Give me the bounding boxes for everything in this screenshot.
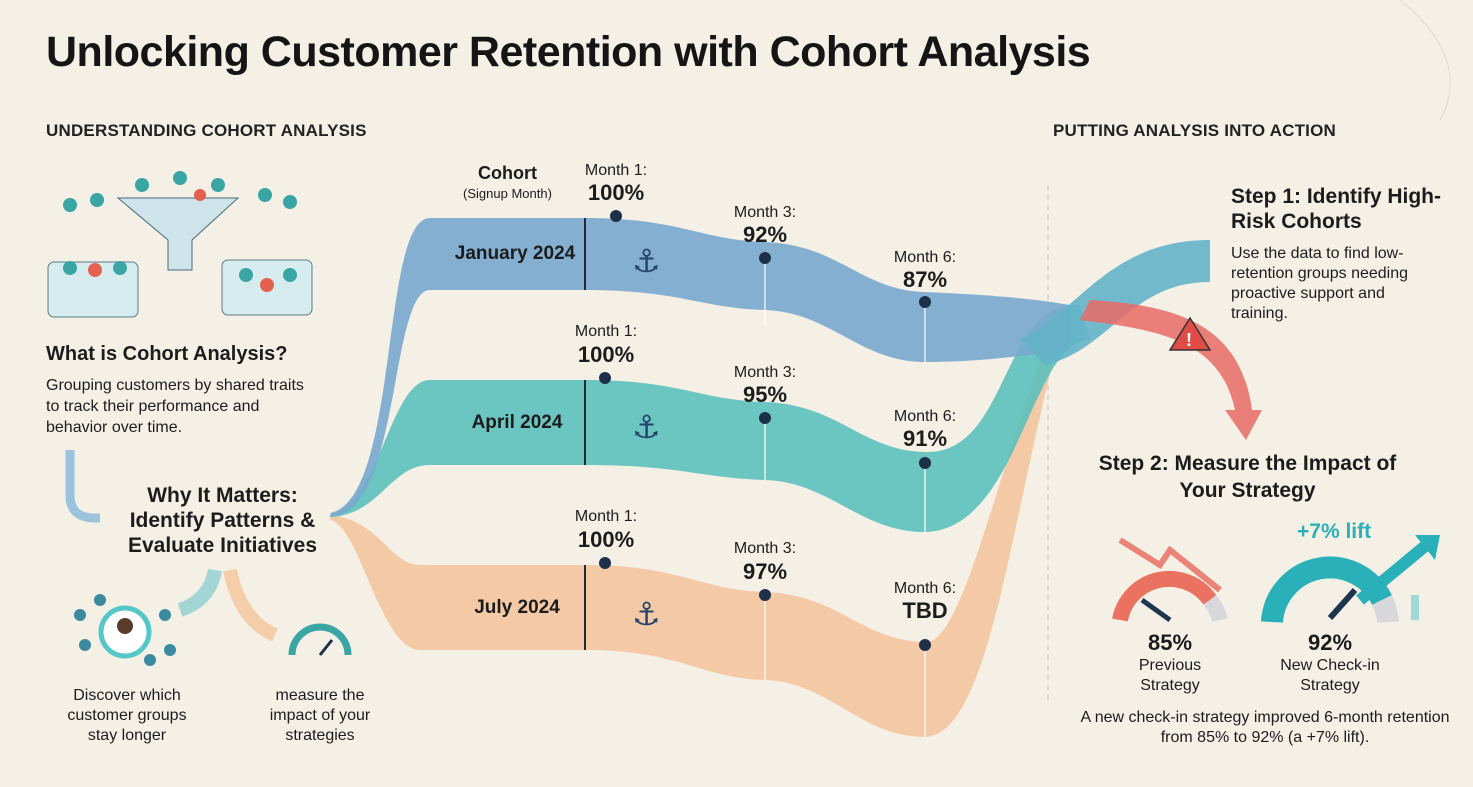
dot-apr-m6 — [919, 457, 931, 469]
jul-m3-value: 97% — [742, 559, 788, 584]
dot-apr-m1 — [599, 372, 611, 384]
jan-m3-label: Month 3: — [733, 204, 797, 221]
dot-jul-m3 — [759, 589, 771, 601]
ribbon-july — [330, 330, 1060, 737]
svg-text:!: ! — [1186, 330, 1192, 350]
dot-jan-m6 — [919, 296, 931, 308]
apr-m6-label: Month 6: — [893, 408, 957, 425]
jul-m1-value: 100% — [577, 527, 635, 552]
ribbon-january — [330, 218, 1070, 516]
gauge-previous-label: Previous Strategy — [1138, 657, 1202, 694]
dot-jan-m1 — [610, 210, 622, 222]
up-trend-arrow-icon — [1356, 537, 1434, 605]
apr-m3-value: 95% — [742, 382, 788, 407]
cohort-name-july: July 2024 — [474, 597, 560, 618]
down-trend-arrow-icon — [1118, 537, 1222, 593]
risk-arrow — [1080, 300, 1262, 440]
apr-m3-label: Month 3: — [733, 364, 797, 381]
right-section-title: PUTTING ANALYSIS INTO ACTION — [1053, 121, 1336, 140]
dot-jan-m3 — [759, 252, 771, 264]
cohort-header: Cohort — [478, 163, 537, 183]
gauge-previous-value: 85% — [1147, 630, 1193, 655]
gauge-new — [1261, 535, 1440, 624]
jan-m6-value: 87% — [902, 267, 948, 292]
jul-m1-label: Month 1: — [574, 508, 638, 525]
discover-text: Discover which customer groups stay long… — [67, 687, 187, 744]
gauge-new-label: New Check-in Strategy — [1280, 657, 1380, 694]
dot-jul-m6 — [919, 639, 931, 651]
anchor-icon: ⚓ — [632, 242, 661, 280]
people-group-icon — [74, 594, 176, 666]
anchor-icon: ⚓ — [632, 408, 661, 446]
jan-m1-label: Month 1: — [584, 162, 648, 179]
apr-m1-value: 100% — [577, 342, 635, 367]
step1-title: Step 1: Identify High-Risk Cohorts — [1231, 185, 1441, 233]
summary-text: A new check-in strategy improved 6-month… — [1080, 709, 1450, 746]
measure-text: measure the impact of your strategies — [269, 687, 371, 744]
cohort-subheader: (Signup Month) — [463, 186, 552, 201]
step2-title: Step 2: Measure the Impact of Your Strat… — [1098, 452, 1397, 502]
jul-m6-value: TBD — [902, 598, 948, 623]
left-section-title: UNDERSTANDING COHORT ANALYSIS — [46, 121, 367, 140]
gauge-previous — [1112, 537, 1228, 623]
apr-m1-label: Month 1: — [574, 323, 638, 340]
jul-m6-label: Month 6: — [893, 580, 957, 597]
funnel-illustration — [47, 171, 313, 318]
jan-m3-value: 92% — [742, 222, 788, 247]
what-title: What is Cohort Analysis? — [46, 343, 288, 365]
ribbon-april — [330, 304, 1090, 532]
arrow-icon — [223, 568, 279, 642]
why-title: Why It Matters: Identify Patterns & Eval… — [127, 484, 318, 557]
dot-jul-m1 — [599, 557, 611, 569]
jan-m6-label: Month 6: — [893, 249, 957, 266]
gauge-new-value: 92% — [1307, 630, 1353, 655]
what-text: Grouping customers by shared traits to t… — [46, 377, 304, 436]
anchor-icon: ⚓ — [632, 595, 661, 633]
step1-text: Use the data to find low-retention group… — [1231, 245, 1409, 322]
jul-m3-label: Month 3: — [733, 540, 797, 557]
arrow-icon — [65, 450, 100, 523]
warning-icon: ! — [1168, 316, 1212, 351]
cohort-name-january: January 2024 — [454, 243, 576, 264]
lift-label: +7% lift — [1297, 520, 1372, 543]
apr-m6-value: 91% — [902, 426, 948, 451]
jan-m1-value: 100% — [587, 180, 645, 205]
page-title: Unlocking Customer Retention with Cohort… — [46, 28, 1091, 76]
dot-apr-m3 — [759, 412, 771, 424]
milestone-dots — [599, 210, 931, 651]
decorative-line — [1399, 0, 1451, 121]
cohort-name-april: April 2024 — [471, 412, 563, 433]
arrow-icon — [177, 568, 222, 617]
speedometer-icon — [288, 623, 352, 656]
